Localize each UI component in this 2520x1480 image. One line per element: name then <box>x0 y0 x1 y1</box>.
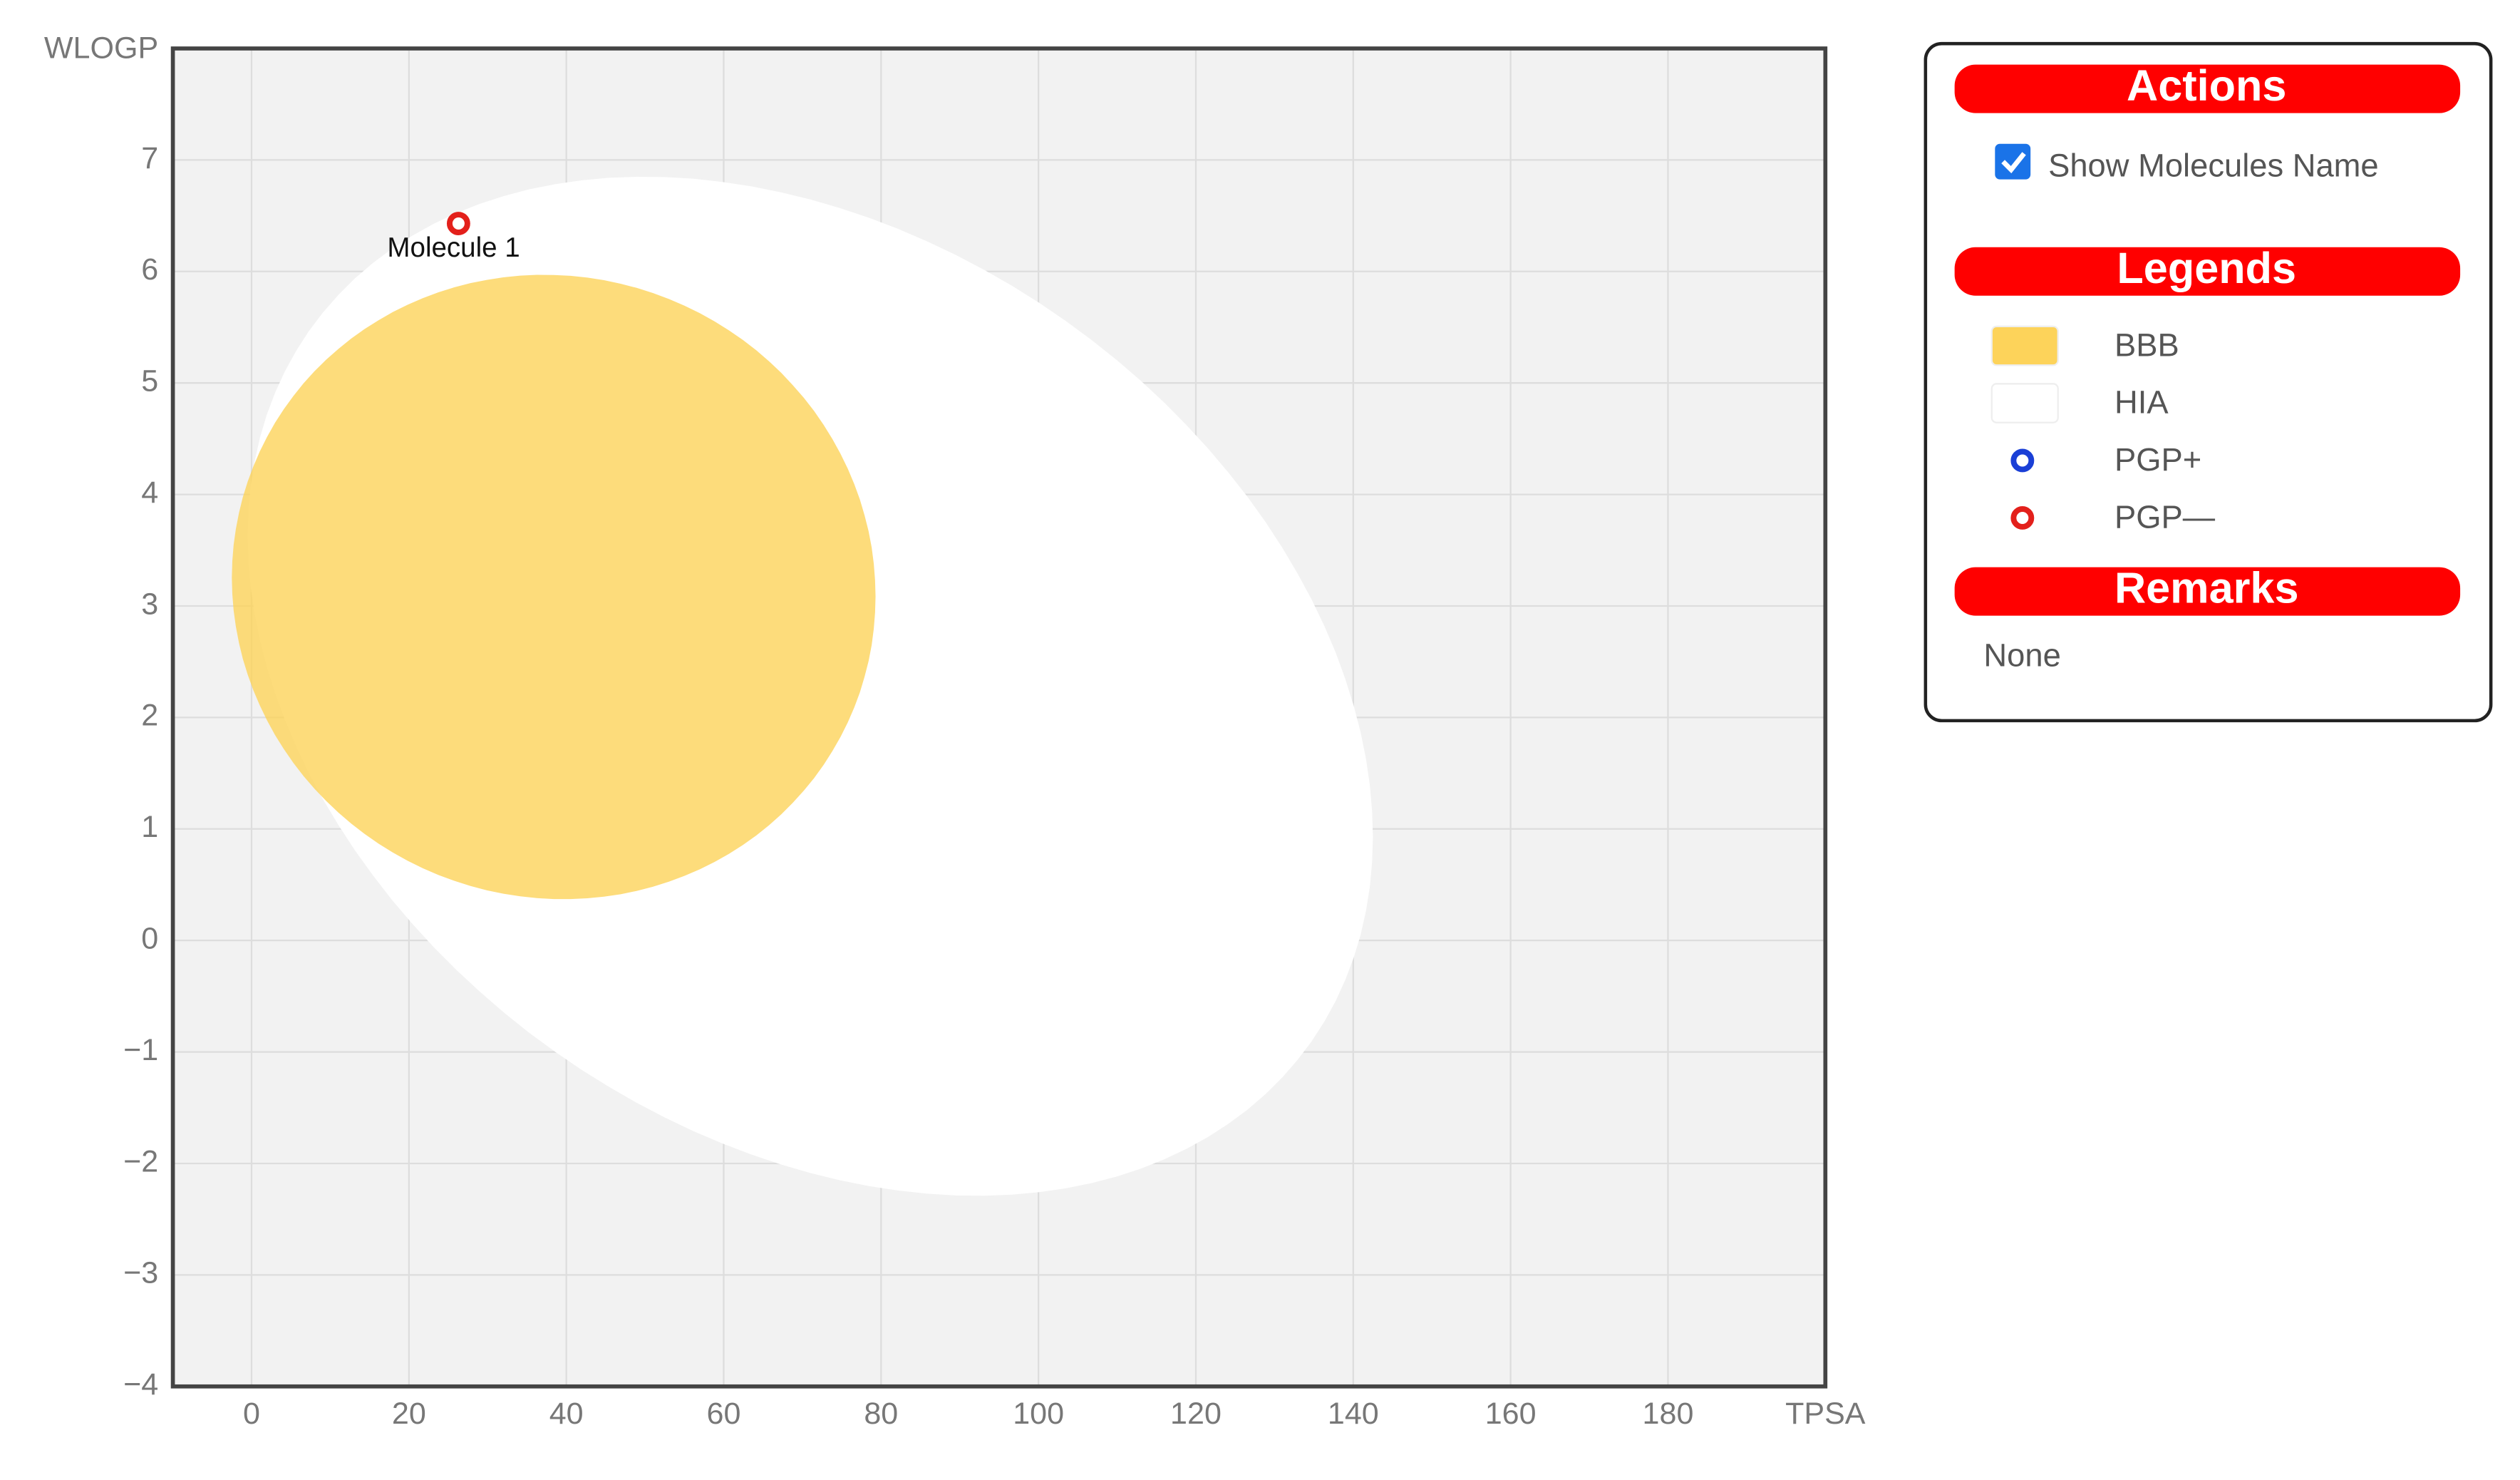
checkbox-check <box>2001 152 2026 174</box>
y-tick-label: −3 <box>123 1256 158 1290</box>
y-tick-label: −1 <box>123 1033 158 1067</box>
legend-swatch <box>1990 383 2059 423</box>
legend-swatch <box>1990 325 2059 366</box>
header-bar <box>1954 247 2461 296</box>
checkbox-label[interactable]: Show Molecules Name <box>2048 148 2379 184</box>
y-tick-label: −2 <box>123 1144 158 1178</box>
x-tick-label: 140 <box>1328 1397 1379 1431</box>
header-bar <box>1954 64 2461 113</box>
x-tick-label: 180 <box>1643 1397 1694 1431</box>
show-names-checkbox[interactable]: Show Molecules Name <box>1995 143 2379 184</box>
legend-ring <box>2010 506 2035 530</box>
molecule-point <box>446 212 470 235</box>
y-tick-label: 1 <box>141 810 158 844</box>
x-tick-label: 20 <box>392 1397 426 1431</box>
y-tick-label: 6 <box>141 252 158 287</box>
y-axis-label: WLOGP <box>44 31 158 66</box>
region-1 <box>232 274 876 900</box>
y-tick-label: −4 <box>123 1367 158 1402</box>
x-tick-label: 40 <box>549 1397 584 1431</box>
x-tick-label: 60 <box>707 1397 741 1431</box>
plot-frame <box>170 46 1828 1389</box>
checkbox-box[interactable] <box>1995 143 2031 180</box>
x-tick-label: 120 <box>1170 1397 1222 1431</box>
molecule-name: Molecule 1 <box>387 232 520 263</box>
legend-label: PGP+ <box>2114 441 2201 478</box>
x-tick-label: 80 <box>864 1397 898 1431</box>
y-tick-label: 0 <box>141 922 158 956</box>
y-tick-label: 3 <box>141 587 158 621</box>
side-panel <box>1923 41 2493 723</box>
actions-title: Actions <box>2127 61 2286 110</box>
legend-label: PGP— <box>2114 499 2216 535</box>
x-axis-label: TPSA <box>1785 1397 1866 1431</box>
header-bar <box>1954 567 2461 616</box>
legend-ring <box>2010 448 2035 473</box>
y-tick-label: 4 <box>141 476 158 510</box>
x-tick-label: 0 <box>243 1397 260 1431</box>
y-tick-label: 2 <box>141 699 158 733</box>
y-tick-label: 7 <box>141 141 158 175</box>
legend-label: BBB <box>2114 327 2179 363</box>
legends-title: Legends <box>2117 244 2296 292</box>
x-tick-label: 160 <box>1485 1397 1537 1431</box>
remarks-text: None <box>1983 637 2060 673</box>
y-tick-label: 5 <box>141 364 158 399</box>
legend-label: HIA <box>2114 384 2169 421</box>
x-tick-label: 100 <box>1013 1397 1064 1431</box>
remarks-title: Remarks <box>2114 564 2299 612</box>
